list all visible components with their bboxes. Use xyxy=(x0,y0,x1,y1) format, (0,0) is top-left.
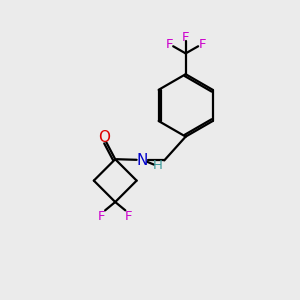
Text: F: F xyxy=(182,31,189,44)
Text: O: O xyxy=(98,130,110,145)
Text: F: F xyxy=(98,210,105,224)
Text: F: F xyxy=(166,38,173,51)
Text: F: F xyxy=(125,210,133,224)
Text: F: F xyxy=(198,38,206,51)
Text: H: H xyxy=(152,159,162,172)
Text: N: N xyxy=(136,153,148,168)
